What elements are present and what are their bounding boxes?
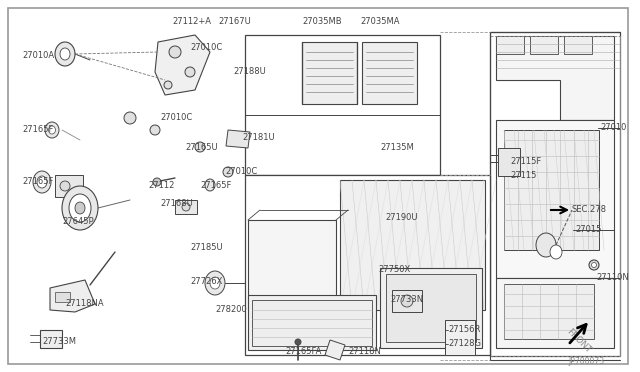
Bar: [55, 175, 83, 197]
Ellipse shape: [60, 48, 70, 60]
Polygon shape: [496, 36, 614, 120]
Text: 27118NA: 27118NA: [65, 299, 104, 308]
Ellipse shape: [591, 263, 596, 267]
Bar: [386, 274, 476, 342]
Ellipse shape: [550, 245, 562, 259]
Text: 27181U: 27181U: [242, 134, 275, 142]
Text: 27185U: 27185U: [190, 244, 223, 253]
Text: 27010C: 27010C: [225, 167, 257, 176]
Text: 27112+A: 27112+A: [172, 17, 211, 26]
Ellipse shape: [124, 112, 136, 124]
Ellipse shape: [153, 178, 161, 186]
Polygon shape: [245, 35, 440, 175]
Ellipse shape: [195, 142, 205, 152]
Ellipse shape: [60, 181, 70, 191]
Ellipse shape: [75, 202, 85, 214]
Ellipse shape: [210, 277, 220, 289]
Text: 27010: 27010: [600, 124, 627, 132]
Text: JP700073: JP700073: [568, 357, 604, 366]
Text: 27188U: 27188U: [233, 67, 266, 77]
Polygon shape: [50, 280, 95, 312]
Ellipse shape: [69, 194, 91, 222]
Ellipse shape: [164, 81, 172, 89]
Text: 27135M: 27135M: [380, 144, 413, 153]
Bar: [55, 292, 70, 302]
Bar: [40, 330, 62, 348]
Text: 27110N: 27110N: [596, 273, 628, 282]
Bar: [362, 42, 417, 104]
Text: 27750X: 27750X: [378, 266, 410, 275]
Text: 27165FA: 27165FA: [285, 347, 321, 356]
Bar: [564, 36, 592, 54]
Polygon shape: [490, 32, 620, 356]
Text: 27733N: 27733N: [390, 295, 423, 305]
Text: 27010A: 27010A: [22, 51, 54, 60]
Text: 27010C: 27010C: [160, 113, 192, 122]
Text: 27156R: 27156R: [448, 326, 481, 334]
Text: 27010C: 27010C: [190, 44, 222, 52]
Bar: [504, 130, 599, 250]
Text: FRONT: FRONT: [565, 327, 593, 355]
Ellipse shape: [62, 186, 98, 230]
Text: 27015: 27015: [575, 225, 602, 234]
Text: 27733M: 27733M: [42, 337, 76, 346]
Text: 27165F: 27165F: [22, 125, 53, 135]
Text: 27726X: 27726X: [190, 278, 222, 286]
Text: 27168U: 27168U: [160, 199, 193, 208]
Bar: [248, 295, 376, 350]
Text: 27035MB: 27035MB: [302, 17, 342, 26]
Ellipse shape: [589, 260, 599, 270]
Ellipse shape: [55, 42, 75, 66]
Polygon shape: [325, 340, 345, 360]
Bar: [380, 268, 482, 348]
Ellipse shape: [205, 271, 225, 295]
Text: 27190U: 27190U: [385, 214, 417, 222]
Text: 27167U: 27167U: [218, 17, 251, 26]
Text: 27165F: 27165F: [200, 180, 232, 189]
Ellipse shape: [37, 176, 47, 188]
Text: 27165U: 27165U: [185, 142, 218, 151]
Bar: [530, 36, 558, 54]
Ellipse shape: [205, 179, 215, 191]
Bar: [175, 200, 197, 214]
Ellipse shape: [33, 171, 51, 193]
Polygon shape: [245, 175, 490, 355]
Text: 27112: 27112: [148, 180, 174, 189]
Text: 27115: 27115: [510, 170, 536, 180]
Text: 27645P: 27645P: [62, 218, 93, 227]
Text: SEC.278: SEC.278: [572, 205, 607, 215]
Polygon shape: [445, 320, 475, 355]
Bar: [498, 148, 520, 176]
Bar: [496, 120, 614, 278]
Text: 278200: 278200: [215, 305, 247, 314]
Ellipse shape: [182, 203, 190, 211]
Ellipse shape: [169, 46, 181, 58]
Text: 27118N: 27118N: [348, 347, 381, 356]
Text: 27035MA: 27035MA: [360, 17, 399, 26]
Bar: [504, 284, 594, 339]
Ellipse shape: [295, 339, 301, 345]
Text: 27115F: 27115F: [510, 157, 541, 167]
Ellipse shape: [150, 125, 160, 135]
Ellipse shape: [401, 295, 413, 307]
Bar: [248, 220, 336, 310]
Bar: [496, 36, 524, 54]
Bar: [340, 180, 485, 310]
Polygon shape: [155, 35, 210, 95]
Text: 27128G: 27128G: [448, 340, 481, 349]
Ellipse shape: [223, 167, 233, 177]
Text: 27165F: 27165F: [22, 177, 53, 186]
Ellipse shape: [45, 122, 59, 138]
Bar: [252, 300, 372, 346]
Ellipse shape: [49, 126, 56, 134]
Bar: [392, 290, 422, 312]
Polygon shape: [226, 130, 250, 148]
Ellipse shape: [536, 233, 556, 257]
Ellipse shape: [185, 67, 195, 77]
Bar: [496, 278, 614, 348]
Bar: [302, 42, 357, 104]
